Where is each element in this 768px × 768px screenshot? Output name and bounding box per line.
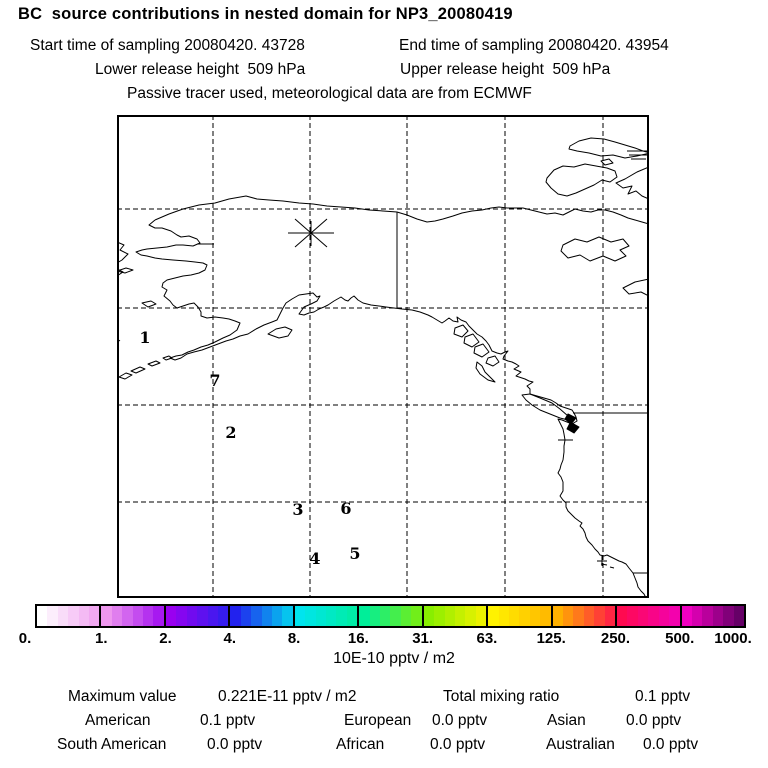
start-time-text: Start time of sampling 20080420. 43728 (30, 37, 305, 54)
nunivak-island (141, 300, 157, 308)
tracer-note-text: Passive tracer used, meteorological data… (127, 85, 532, 102)
colorbar-segment (488, 606, 553, 626)
source-region-number: 6 (340, 499, 351, 518)
kodiak-island (267, 326, 293, 339)
colorbar-segment (165, 606, 231, 626)
victoria-island (615, 166, 649, 200)
region-label-european: European (344, 712, 412, 729)
colorbar-tick-label: 125. (536, 630, 566, 647)
colorbar-segment (230, 606, 295, 626)
great-slave-lake (622, 278, 649, 297)
banks-island (545, 163, 618, 197)
colorbar-tick-label: 8. (287, 630, 301, 647)
map-plot: 1 2 3 4 5 6 7 (117, 115, 649, 598)
maximum-value: 0.221E-11 pptv / m2 (218, 688, 357, 705)
colorbar-tick-label: 250. (600, 630, 631, 647)
haida-gwaii-island (475, 361, 496, 383)
colorbar-tick-label: 0. (18, 630, 32, 647)
colorbar-tick-label: 1. (95, 630, 108, 647)
colorbar-tick-label: 31. (412, 630, 434, 647)
region-label-asian: Asian (547, 712, 586, 729)
map: 1 2 3 4 5 6 7 (117, 115, 649, 598)
alexander-archipelago (453, 324, 500, 367)
region-label-american: American (85, 712, 151, 729)
marker-layer: 1 2 3 4 5 6 7 (139, 218, 361, 568)
region-value-american: 0.1 pptv (200, 712, 256, 729)
source-region-number: 1 (139, 328, 150, 347)
colorbar-segment (101, 606, 166, 626)
colorbar-tick-label: 500. (665, 630, 695, 647)
arctic-coastline (154, 195, 649, 225)
maximum-value-label: Maximum value (68, 688, 177, 705)
region-label-south-american: South American (57, 736, 167, 753)
colorbar-segment (423, 606, 489, 626)
great-bear-lake (560, 236, 630, 262)
colorbar-segment (552, 606, 618, 626)
colorbar-segment (37, 606, 102, 626)
colorbar-tick-label: 16. (347, 630, 369, 647)
colorbar (35, 604, 746, 628)
small-arctic-island (600, 158, 614, 166)
colorbar-segment (617, 606, 682, 626)
colorbar-segment (294, 606, 360, 626)
prince-patrick-island (568, 137, 649, 160)
total-mixing-ratio-label: Total mixing ratio (443, 688, 560, 705)
region-value-australian: 0.0 pptv (643, 736, 699, 753)
source-region-number: 5 (349, 544, 360, 563)
colorbar-tick-label: 63. (476, 630, 498, 647)
bc-fjords-blob (564, 413, 580, 434)
colorbar-segment (681, 606, 744, 626)
source-region-number: 2 (225, 423, 236, 442)
city-cross-marker (597, 556, 607, 566)
source-region-number: 7 (209, 371, 220, 390)
map-frame (117, 115, 649, 598)
region-value-european: 0.0 pptv (432, 712, 488, 729)
colorbar-segment (359, 606, 424, 626)
source-region-number: 3 (292, 500, 303, 519)
region-label-australian: Australian (546, 736, 615, 753)
aleutian-islands (117, 338, 173, 380)
release-location-asterisk-icon (288, 218, 334, 248)
upper-release-text: Upper release height 509 hPa (400, 61, 611, 78)
pacific-coastline (135, 219, 647, 598)
colorbar-tick-label: 4. (223, 630, 237, 647)
region-label-african: African (336, 736, 385, 753)
colorbar-tick-label: 1000. (714, 630, 752, 647)
colorbar-tick-label: 2. (159, 630, 172, 647)
source-region-number: 4 (309, 549, 320, 568)
page-title: BC source contributions in nested domain… (18, 5, 513, 23)
graticule (117, 115, 649, 598)
region-value-south-american: 0.0 pptv (207, 736, 263, 753)
region-value-african: 0.0 pptv (430, 736, 486, 753)
colorbar-unit-label: 10E-10 pptv / m2 (333, 650, 455, 667)
end-time-text: End time of sampling 20080420. 43954 (399, 37, 669, 54)
total-mixing-ratio-value: 0.1 pptv (635, 688, 691, 705)
coastlines (117, 137, 649, 598)
region-value-asian: 0.0 pptv (626, 712, 682, 729)
lower-release-text: Lower release height 509 hPa (95, 61, 306, 78)
